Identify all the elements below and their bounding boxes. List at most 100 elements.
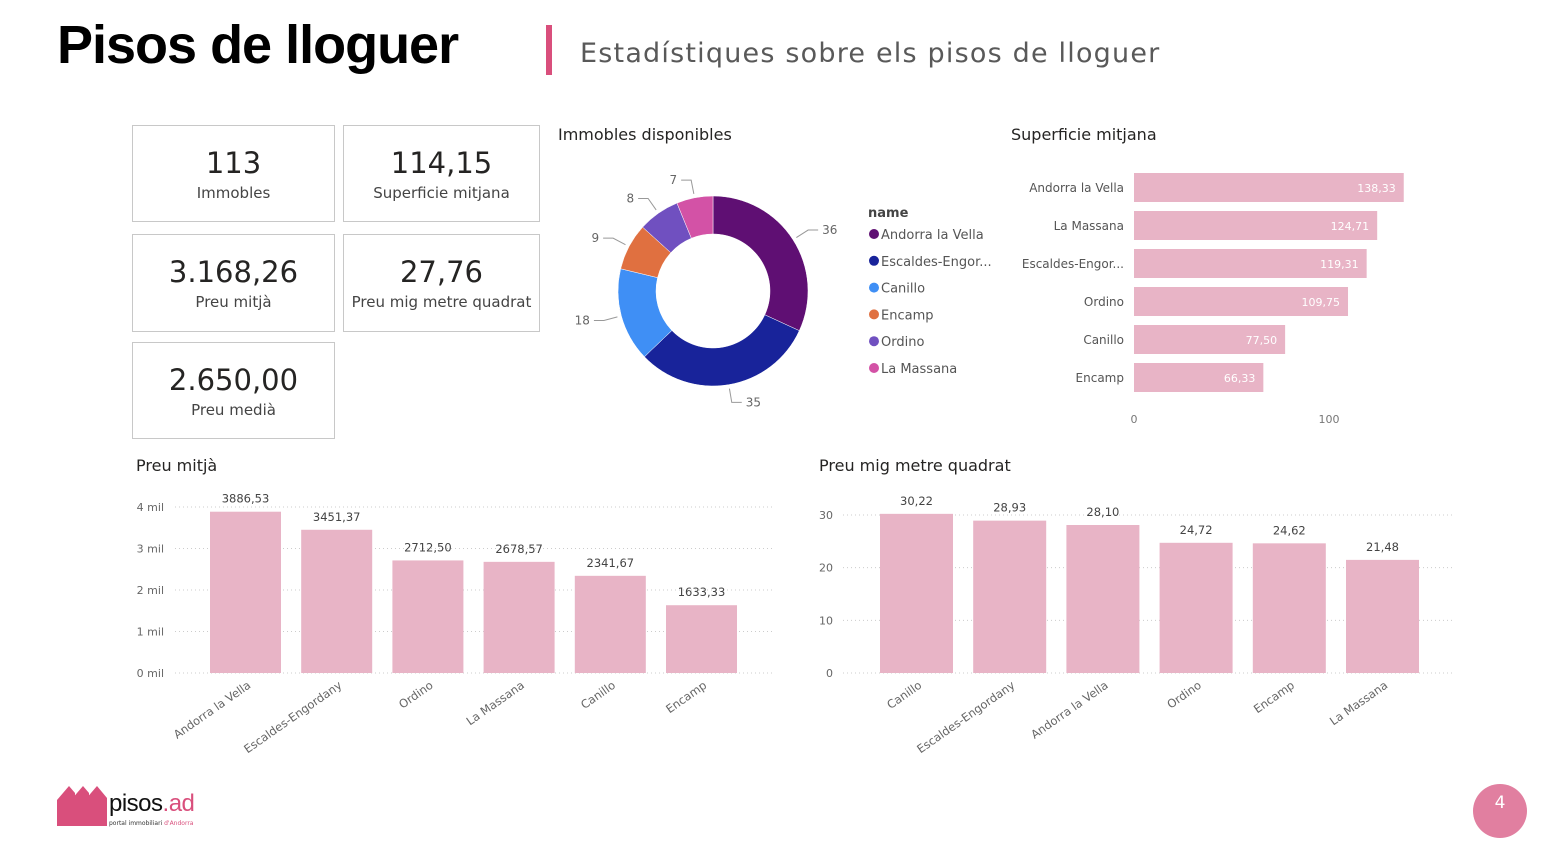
hbar-data-label: 138,33 — [1357, 182, 1396, 195]
logo-tagline: portal immobiliari — [109, 820, 165, 827]
x-category-label: La Massana — [464, 678, 527, 728]
y-tick-label: 3 mil — [137, 543, 164, 556]
bar — [483, 561, 555, 673]
y-tick-label: 4 mil — [137, 501, 164, 514]
donut-data-label: 9 — [591, 231, 599, 245]
bar-data-label: 28,93 — [993, 501, 1026, 515]
hbar-data-label: 124,71 — [1331, 220, 1370, 233]
donut-data-label: 36 — [822, 223, 837, 237]
legend-marker — [869, 255, 879, 266]
x-category-label: Ordino — [396, 678, 435, 711]
kpi-card-immobles: 113 Immobles — [132, 125, 335, 222]
legend-item: La Massana — [881, 362, 957, 377]
bar-data-label: 3886,53 — [222, 492, 270, 506]
kpi-value: 114,15 — [390, 146, 493, 180]
bar-data-label: 2678,57 — [495, 542, 543, 556]
bar — [1346, 559, 1419, 673]
y-tick-label: 0 — [826, 667, 833, 680]
bar — [301, 529, 373, 673]
logo-tagline-2: d'Andorra — [164, 820, 194, 827]
hbar-category-label: Andorra la Vella — [1029, 181, 1124, 195]
x-category-label: Encamp — [1251, 678, 1297, 716]
hbar — [1134, 249, 1367, 278]
x-category-label: Andorra la Vella — [1028, 678, 1110, 742]
legend-item: Encamp — [881, 308, 933, 323]
legend-item: Escaldes-Engor... — [881, 255, 992, 270]
x-category-label: Canillo — [578, 678, 618, 712]
kpi-card-preu-m2: 27,76 Preu mig metre quadrat — [343, 234, 540, 332]
y-tick-label: 2 mil — [137, 584, 164, 597]
bar — [666, 605, 737, 673]
x-category-label: Ordino — [1164, 678, 1203, 711]
preu-chart-title: Preu mitjà — [136, 456, 218, 475]
page-title: Pisos de lloguer — [57, 15, 459, 75]
hbar — [1134, 325, 1286, 354]
bar-data-label: 24,72 — [1180, 523, 1213, 537]
x-category-label: Encamp — [663, 678, 709, 716]
hbar — [1134, 287, 1349, 316]
bar-data-label: 28,10 — [1086, 505, 1119, 519]
hbar — [1134, 363, 1264, 392]
bar — [392, 560, 464, 673]
page-subtitle: Estadístiques sobre els pisos de lloguer — [580, 38, 1161, 69]
donut-leader-line — [681, 179, 695, 194]
hbar — [1134, 211, 1378, 240]
hbar-data-label: 119,31 — [1320, 258, 1359, 271]
donut-data-label: 8 — [626, 191, 634, 205]
y-tick-label: 20 — [819, 562, 833, 575]
pisos-ad-logo: pisos.ad portal immobiliari d'Andorra — [55, 782, 195, 832]
kpi-card-preu-mitja: 3.168,26 Preu mitjà — [132, 234, 335, 332]
hbar-category-label: Encamp — [1076, 371, 1124, 385]
kpi-value: 27,76 — [399, 255, 484, 289]
donut-leader-line — [593, 316, 618, 321]
x-category-label: Canillo — [884, 678, 924, 712]
bar-data-label: 30,22 — [900, 494, 933, 508]
legend-title: name — [868, 206, 909, 221]
x-category-label: La Massana — [1327, 678, 1390, 728]
kpi-label: Superficie mitjana — [373, 184, 510, 202]
logo-ext: .ad — [162, 790, 195, 817]
kpi-label: Preu medià — [191, 401, 276, 419]
bar — [210, 511, 281, 673]
bar-data-label: 3451,37 — [313, 510, 361, 524]
x-category-label: Escaldes-Engordany — [241, 678, 344, 756]
hbar-title: Superficie mitjana — [1011, 125, 1157, 144]
y-tick-label: 30 — [819, 509, 833, 522]
donut-slice — [644, 314, 800, 387]
kpi-card-preu-media: 2.650,00 Preu medià — [132, 342, 335, 439]
hbar — [1134, 173, 1404, 202]
bar-data-label: 1633,33 — [678, 585, 726, 599]
bar — [1252, 543, 1326, 673]
kpi-label: Immobles — [196, 184, 271, 202]
legend-marker — [869, 309, 879, 320]
donut-slice — [676, 195, 714, 239]
bar-data-label: 21,48 — [1366, 540, 1399, 554]
title-separator — [546, 25, 552, 75]
hbar-category-label: Canillo — [1083, 333, 1124, 347]
bar-data-label: 2712,50 — [404, 540, 452, 554]
bar-data-label: 24,62 — [1273, 523, 1306, 537]
bar — [880, 513, 953, 673]
hbar-tick-label: 100 — [1319, 413, 1340, 426]
kpi-label: Preu mitjà — [195, 293, 272, 311]
donut-data-label: 35 — [746, 395, 761, 409]
bar — [973, 520, 1047, 673]
hbar-category-label: Escaldes-Engor... — [1022, 257, 1124, 271]
x-category-label: Escaldes-Engordany — [914, 678, 1017, 756]
y-tick-label: 10 — [819, 614, 833, 627]
hbar-data-label: 77,50 — [1246, 334, 1278, 347]
bar-data-label: 2341,67 — [587, 556, 635, 570]
hbar-data-label: 109,75 — [1302, 296, 1341, 309]
legend-item: Ordino — [881, 335, 924, 350]
donut-leader-line — [603, 237, 626, 246]
kpi-value: 2.650,00 — [168, 363, 299, 397]
kpi-value: 3.168,26 — [168, 255, 299, 289]
legend-marker — [869, 229, 879, 239]
x-category-label: Andorra la Vella — [171, 678, 253, 742]
kpi-label: Preu mig metre quadrat — [351, 293, 532, 311]
hbar-category-label: La Massana — [1054, 219, 1124, 233]
donut-data-label: 18 — [575, 313, 590, 327]
donut-slice — [712, 195, 809, 332]
legend-marker — [869, 282, 879, 293]
